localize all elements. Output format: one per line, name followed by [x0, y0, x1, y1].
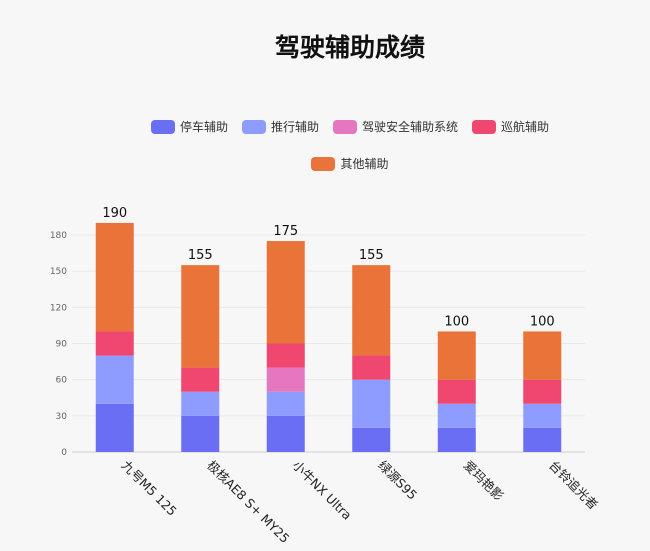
- bar-segment: [266, 415, 305, 452]
- legend-label: 停车辅助: [179, 120, 228, 134]
- y-tick-label: 30: [56, 412, 68, 422]
- bar-segment: [352, 379, 391, 428]
- legend-swatch: [150, 119, 175, 134]
- x-tick-label: 小牛NX Ultra: [290, 458, 355, 523]
- legend-item[interactable]: 停车辅助: [150, 118, 228, 135]
- bar-segment: [266, 367, 305, 392]
- bar-segment: [352, 427, 391, 452]
- legend-label: 其他辅助: [340, 157, 389, 171]
- legend-item[interactable]: 其他辅助: [311, 155, 389, 172]
- legend-row-2: 其他辅助: [0, 155, 650, 172]
- total-label: 175: [273, 224, 298, 239]
- legend-swatch: [333, 119, 357, 134]
- bar-segment: [266, 241, 305, 344]
- bar-segment: [266, 391, 305, 416]
- bar-segment: [523, 403, 562, 428]
- legend-swatch: [472, 119, 497, 134]
- bar-segment: [437, 331, 476, 380]
- chart-title: 驾驶辅助成绩: [274, 33, 425, 62]
- bar-segment: [181, 265, 220, 368]
- y-tick-label: 60: [56, 376, 68, 386]
- legend-swatch: [241, 119, 266, 134]
- bar-segment: [437, 427, 476, 452]
- bar-segment: [266, 343, 305, 368]
- bar-segment: [523, 331, 562, 380]
- x-tick-label: 极核AE8 S+ MY25: [204, 458, 292, 546]
- legend-label: 巡航辅助: [501, 120, 550, 134]
- bar-segment: [523, 379, 562, 404]
- bar-segment: [95, 331, 134, 356]
- y-tick-label: 0: [61, 448, 67, 458]
- bar-segment: [437, 379, 476, 404]
- legend-item[interactable]: 巡航辅助: [472, 118, 549, 135]
- x-tick-label: 爱玛艳影: [461, 458, 507, 504]
- legend: 停车辅助 推行辅助 驾驶安全辅助系统 巡航辅助 其他辅助: [0, 118, 650, 192]
- y-tick-label: 120: [50, 303, 67, 313]
- x-tick-label: 绿源S95: [375, 458, 420, 503]
- y-tick-label: 150: [50, 267, 67, 277]
- bar-segment: [352, 265, 391, 356]
- legend-item[interactable]: 驾驶安全辅助系统: [333, 118, 458, 135]
- total-label: 100: [444, 314, 469, 329]
- bar-segment: [437, 403, 476, 428]
- total-label: 100: [530, 314, 555, 329]
- bar-segment: [181, 391, 220, 416]
- bar-segment: [95, 403, 134, 452]
- y-tick-label: 180: [50, 231, 67, 241]
- legend-label: 驾驶安全辅助系统: [362, 120, 459, 134]
- bar-segment: [95, 222, 134, 332]
- x-tick-label: 九号M5 125: [119, 458, 180, 519]
- total-label: 155: [359, 248, 384, 263]
- y-tick-label: 90: [56, 340, 68, 350]
- legend-item[interactable]: 推行辅助: [241, 118, 319, 135]
- x-tick-label: 台铃追光者: [546, 458, 601, 513]
- total-label: 155: [188, 248, 213, 263]
- bar-segment: [181, 367, 220, 392]
- legend-row-1: 停车辅助 推行辅助 驾驶安全辅助系统 巡航辅助: [0, 118, 650, 135]
- legend-swatch: [311, 156, 336, 171]
- bar-segment: [95, 355, 134, 404]
- bar-segment: [352, 355, 391, 380]
- bar-segment: [181, 415, 220, 452]
- bar-segment: [523, 427, 562, 452]
- legend-label: 推行辅助: [270, 120, 319, 134]
- total-label: 190: [102, 206, 127, 221]
